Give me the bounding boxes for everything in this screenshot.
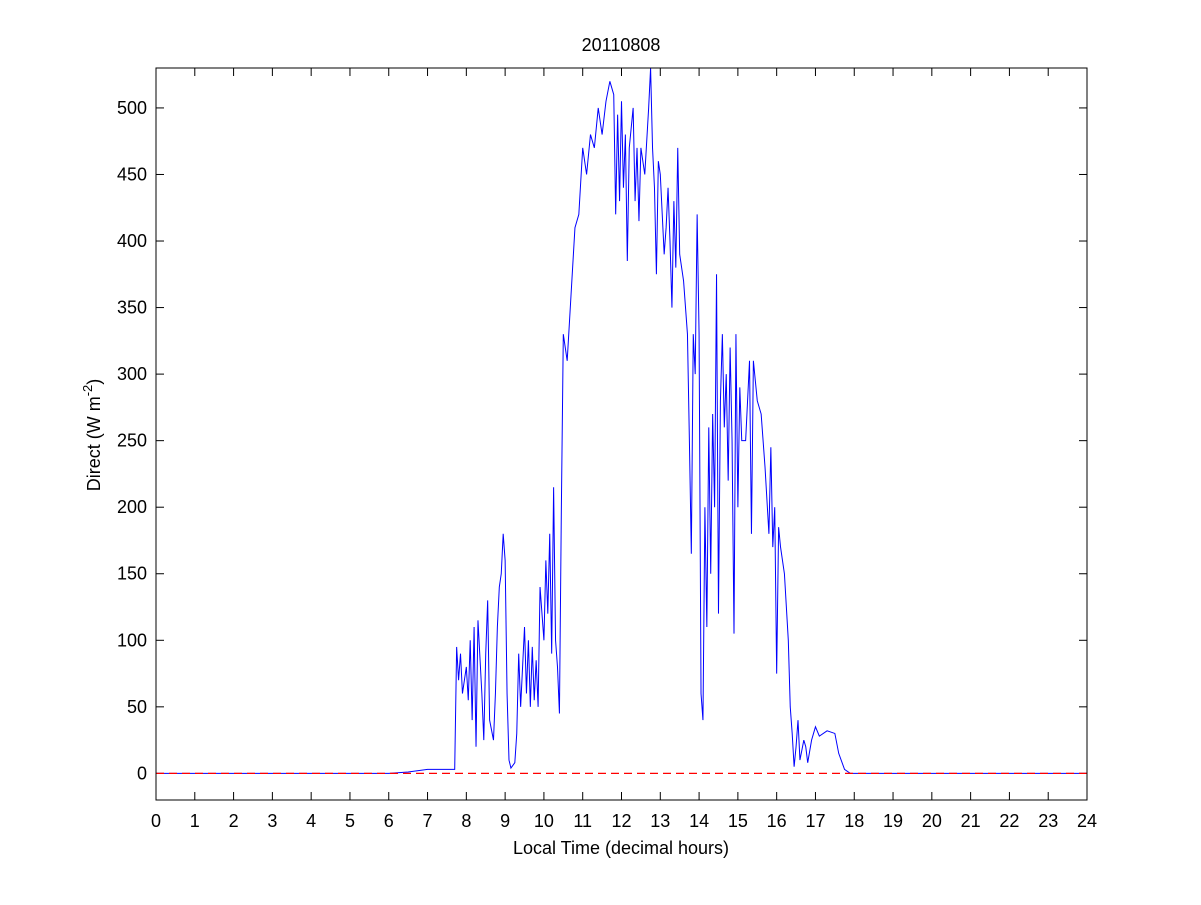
y-tick-label: 350 bbox=[117, 298, 147, 318]
y-tick-label: 200 bbox=[117, 497, 147, 517]
x-tick-label: 4 bbox=[306, 811, 316, 831]
y-axis-label-text: Direct (W m bbox=[84, 396, 104, 491]
y-axis-label: Direct (W m-2) bbox=[80, 379, 104, 492]
x-tick-label: 19 bbox=[883, 811, 903, 831]
x-tick-label: 2 bbox=[229, 811, 239, 831]
y-tick-label: 100 bbox=[117, 630, 147, 650]
x-tick-label: 20 bbox=[922, 811, 942, 831]
x-tick-label: 0 bbox=[151, 811, 161, 831]
y-tick-label: 500 bbox=[117, 98, 147, 118]
x-tick-label: 9 bbox=[500, 811, 510, 831]
x-tick-label: 8 bbox=[461, 811, 471, 831]
y-axis-label-superscript: -2 bbox=[80, 385, 95, 397]
plot-frame bbox=[155, 67, 1088, 801]
y-tick-label: 250 bbox=[117, 431, 147, 451]
x-tick-label: 15 bbox=[728, 811, 748, 831]
x-tick-label: 5 bbox=[345, 811, 355, 831]
x-tick-label: 22 bbox=[999, 811, 1019, 831]
x-tick-label: 18 bbox=[844, 811, 864, 831]
x-tick-label: 24 bbox=[1077, 811, 1097, 831]
y-axis-label-suffix: ) bbox=[84, 379, 104, 385]
x-tick-label: 7 bbox=[423, 811, 433, 831]
y-tick-label: 400 bbox=[117, 231, 147, 251]
x-axis-label: Local Time (decimal hours) bbox=[513, 838, 729, 858]
data-line bbox=[156, 67, 1087, 774]
x-tick-label: 23 bbox=[1038, 811, 1058, 831]
x-tick-label: 1 bbox=[190, 811, 200, 831]
x-tick-label: 14 bbox=[689, 811, 709, 831]
x-tick-label: 12 bbox=[611, 811, 631, 831]
y-tick-label: 300 bbox=[117, 364, 147, 384]
y-tick-label: 50 bbox=[127, 697, 147, 717]
x-tick-label: 6 bbox=[384, 811, 394, 831]
x-tick-label: 11 bbox=[573, 811, 592, 831]
x-tick-label: 21 bbox=[961, 811, 981, 831]
x-tick-label: 3 bbox=[267, 811, 277, 831]
x-tick-label: 16 bbox=[767, 811, 787, 831]
chart-title: 20110808 bbox=[582, 35, 661, 55]
y-tick-label: 150 bbox=[117, 564, 147, 584]
x-tick-label: 17 bbox=[805, 811, 825, 831]
x-tick-label: 13 bbox=[650, 811, 670, 831]
y-tick-label: 0 bbox=[137, 763, 147, 783]
x-tick-label: 10 bbox=[534, 811, 554, 831]
y-tick-label: 450 bbox=[117, 164, 147, 184]
